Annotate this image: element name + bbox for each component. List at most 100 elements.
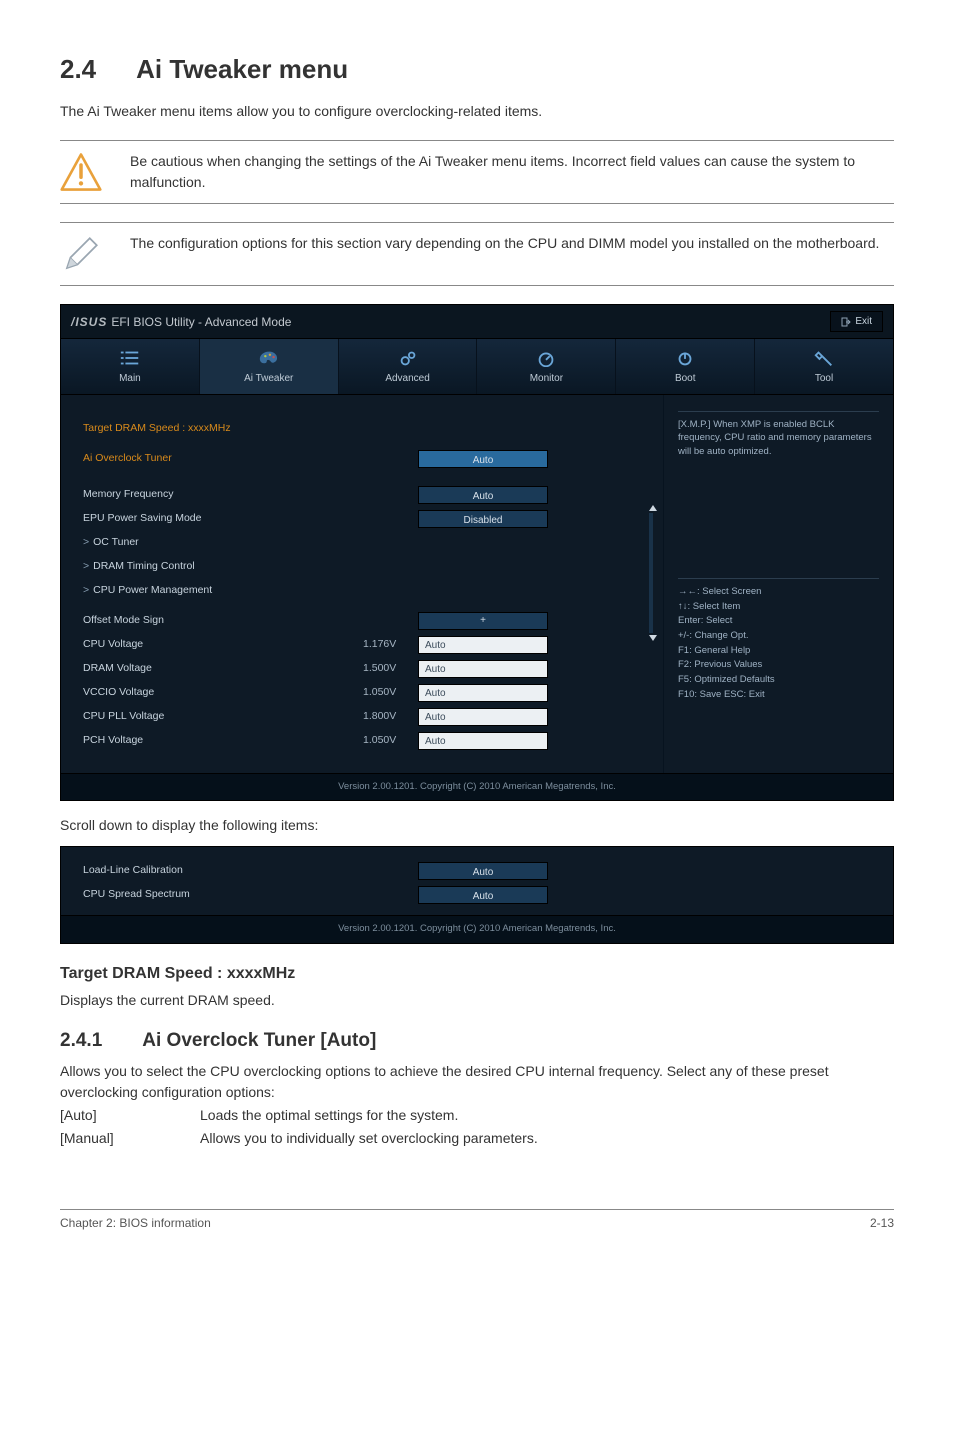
cpu-spread-spectrum-row[interactable]: CPU Spread Spectrum Auto bbox=[83, 883, 875, 907]
tab-advanced[interactable]: Advanced bbox=[339, 339, 478, 394]
key-help-line: Enter: Select bbox=[678, 614, 879, 629]
cpu-pll-voltage-reading: 1.800V bbox=[363, 709, 418, 725]
palette-icon bbox=[258, 349, 280, 367]
dram-voltage-row[interactable]: DRAM Voltage 1.500V bbox=[83, 657, 631, 681]
cpu-pll-voltage-row[interactable]: CPU PLL Voltage 1.800V bbox=[83, 705, 631, 729]
ai-overclock-select[interactable]: Auto bbox=[418, 450, 548, 468]
dram-timing-label: DRAM Timing Control bbox=[93, 560, 195, 572]
chevron-right-icon: > bbox=[83, 584, 89, 596]
memory-frequency-label: Memory Frequency bbox=[83, 487, 363, 503]
key-help-line: ↑↓: Select Item bbox=[678, 600, 879, 615]
memory-frequency-row[interactable]: Memory Frequency Auto bbox=[83, 483, 631, 507]
target-dram-heading: Target DRAM Speed : xxxxMHz bbox=[60, 962, 894, 986]
option-auto-val: Loads the optimal settings for the syste… bbox=[200, 1105, 458, 1126]
scrollbar[interactable] bbox=[649, 395, 663, 773]
load-line-calibration-select[interactable]: Auto bbox=[418, 862, 548, 880]
bios-right-panel: [X.M.P.] When XMP is enabled BCLK freque… bbox=[663, 395, 893, 773]
epu-row[interactable]: EPU Power Saving Mode Disabled bbox=[83, 507, 631, 531]
tab-tool[interactable]: Tool bbox=[755, 339, 893, 394]
info-text: The configuration options for this secti… bbox=[130, 233, 894, 254]
cpu-pll-voltage-input[interactable] bbox=[418, 708, 548, 726]
subsection-heading: 2.4.1Ai Overclock Tuner [Auto] bbox=[60, 1027, 894, 1056]
info-note: The configuration options for this secti… bbox=[60, 222, 894, 286]
target-dram-desc: Displays the current DRAM speed. bbox=[60, 990, 894, 1011]
cpu-pll-voltage-label: CPU PLL Voltage bbox=[83, 709, 363, 725]
offset-mode-row[interactable]: Offset Mode Sign + bbox=[83, 609, 631, 633]
chevron-right-icon: > bbox=[83, 560, 89, 572]
tab-mon-label: Monitor bbox=[530, 371, 563, 386]
list-icon bbox=[119, 349, 141, 367]
pch-voltage-reading: 1.050V bbox=[363, 733, 418, 749]
power-icon bbox=[674, 349, 696, 367]
tab-main[interactable]: Main bbox=[61, 339, 200, 394]
oc-tuner-row[interactable]: >OC Tuner bbox=[83, 531, 631, 555]
target-dram-speed: Target DRAM Speed : xxxxMHz bbox=[83, 417, 631, 441]
section-number: 2.4 bbox=[60, 54, 96, 84]
oc-tuner-label: OC Tuner bbox=[93, 536, 139, 548]
scroll-down-icon[interactable] bbox=[649, 635, 657, 641]
exit-button[interactable]: Exit bbox=[830, 311, 883, 332]
exit-icon bbox=[841, 317, 851, 327]
ai-overclock-label: Ai Overclock Tuner bbox=[83, 451, 363, 467]
target-dram-label: Target DRAM Speed : xxxxMHz bbox=[83, 421, 363, 437]
key-help-line: F2: Previous Values bbox=[678, 658, 879, 673]
section-heading: 2.4 Ai Tweaker menu bbox=[60, 50, 894, 89]
warning-note: Be cautious when changing the settings o… bbox=[60, 140, 894, 204]
scroll-track[interactable] bbox=[649, 513, 653, 633]
bios-tabs: Main Ai Tweaker Advanced Monitor Boot To… bbox=[61, 339, 893, 395]
option-manual: [Manual] Allows you to individually set … bbox=[60, 1128, 894, 1149]
tab-adv-label: Advanced bbox=[385, 371, 429, 386]
section-title-text: Ai Tweaker menu bbox=[136, 54, 348, 84]
load-line-calibration-label: Load-Line Calibration bbox=[83, 863, 363, 879]
cpu-voltage-row[interactable]: CPU Voltage 1.176V bbox=[83, 633, 631, 657]
tab-ai-tweaker[interactable]: Ai Tweaker bbox=[200, 339, 339, 394]
bios-title: EFI BIOS Utility - Advanced Mode bbox=[111, 313, 291, 331]
gear-icon bbox=[397, 349, 419, 367]
tab-tool-label: Tool bbox=[815, 371, 833, 386]
footer-right: 2-13 bbox=[870, 1214, 894, 1232]
key-help-line: →←: Select Screen bbox=[678, 585, 879, 600]
option-manual-key: [Manual] bbox=[60, 1128, 200, 1149]
key-help-line: F10: Save ESC: Exit bbox=[678, 688, 879, 703]
option-auto: [Auto] Loads the optimal settings for th… bbox=[60, 1105, 894, 1126]
dram-timing-row[interactable]: > DRAM Timing Control bbox=[83, 555, 631, 579]
epu-label: EPU Power Saving Mode bbox=[83, 511, 363, 527]
dram-voltage-input[interactable] bbox=[418, 660, 548, 678]
tab-monitor[interactable]: Monitor bbox=[477, 339, 616, 394]
key-help-box: →←: Select Screen ↑↓: Select Item Enter:… bbox=[678, 578, 879, 703]
bios-footer: Version 2.00.1201. Copyright (C) 2010 Am… bbox=[61, 773, 893, 800]
monitor-icon bbox=[535, 349, 557, 367]
intro-text: The Ai Tweaker menu items allow you to c… bbox=[60, 101, 894, 122]
ai-overclock-tuner-row[interactable]: Ai Overclock Tuner Auto bbox=[83, 447, 631, 471]
cpu-voltage-input[interactable] bbox=[418, 636, 548, 654]
memory-frequency-select[interactable]: Auto bbox=[418, 486, 548, 504]
vccio-voltage-row[interactable]: VCCIO Voltage 1.050V bbox=[83, 681, 631, 705]
scroll-up-icon[interactable] bbox=[649, 505, 657, 511]
subsection-number: 2.4.1 bbox=[60, 1030, 102, 1051]
vccio-voltage-input[interactable] bbox=[418, 684, 548, 702]
hint-box: [X.M.P.] When XMP is enabled BCLK freque… bbox=[678, 411, 879, 458]
footer-left: Chapter 2: BIOS information bbox=[60, 1214, 211, 1232]
tool-icon bbox=[813, 349, 835, 367]
cpu-voltage-label: CPU Voltage bbox=[83, 637, 363, 653]
tab-boot[interactable]: Boot bbox=[616, 339, 755, 394]
key-help-line: F1: General Help bbox=[678, 644, 879, 659]
option-auto-key: [Auto] bbox=[60, 1105, 200, 1126]
warning-icon bbox=[60, 151, 130, 193]
cpu-power-mgmt-label: CPU Power Management bbox=[93, 584, 212, 596]
cpu-power-mgmt-row[interactable]: > CPU Power Management bbox=[83, 579, 631, 603]
pch-voltage-label: PCH Voltage bbox=[83, 733, 363, 749]
load-line-calibration-row[interactable]: Load-Line Calibration Auto bbox=[83, 859, 875, 883]
bios-footer-2: Version 2.00.1201. Copyright (C) 2010 Am… bbox=[61, 915, 893, 942]
offset-mode-select[interactable]: + bbox=[418, 612, 548, 630]
epu-select[interactable]: Disabled bbox=[418, 510, 548, 528]
dram-voltage-label: DRAM Voltage bbox=[83, 661, 363, 677]
offset-mode-label: Offset Mode Sign bbox=[83, 613, 363, 629]
exit-label: Exit bbox=[855, 314, 872, 329]
pch-voltage-input[interactable] bbox=[418, 732, 548, 750]
scroll-down-text: Scroll down to display the following ite… bbox=[60, 815, 894, 836]
cpu-spread-spectrum-select[interactable]: Auto bbox=[418, 886, 548, 904]
vccio-voltage-label: VCCIO Voltage bbox=[83, 685, 363, 701]
bios-left-panel: Target DRAM Speed : xxxxMHz Ai Overclock… bbox=[61, 395, 649, 773]
pch-voltage-row[interactable]: PCH Voltage 1.050V bbox=[83, 729, 631, 753]
